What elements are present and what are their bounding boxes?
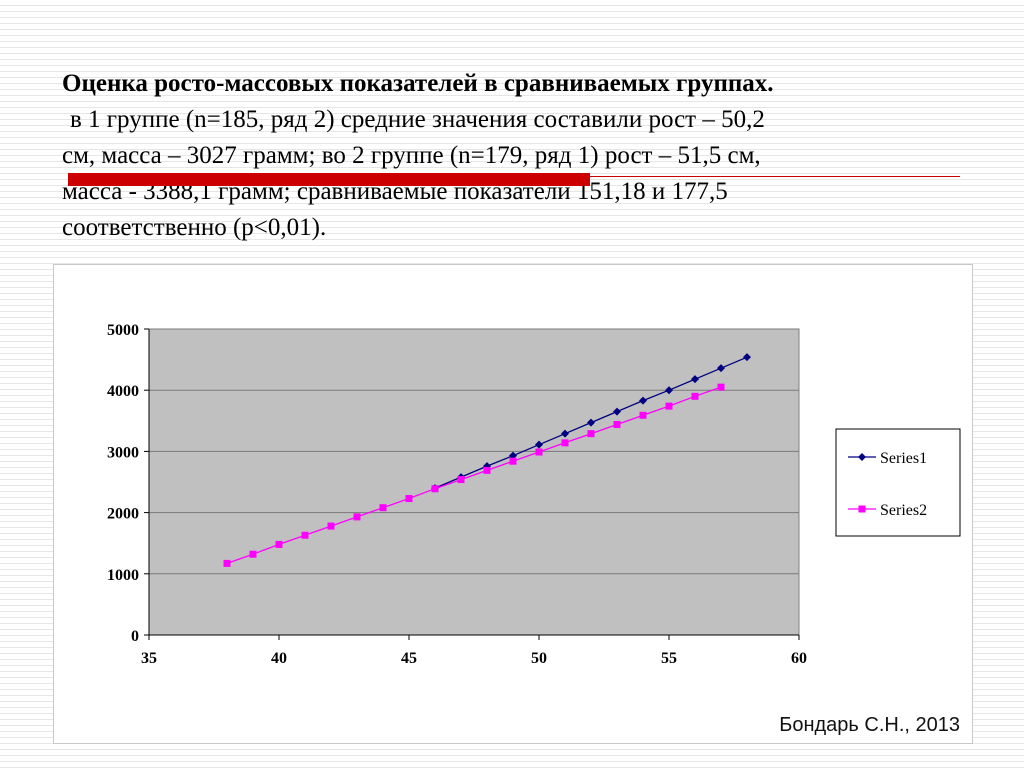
- series2-point: [509, 457, 517, 465]
- x-tick-label: 60: [791, 650, 807, 667]
- series2-point: [483, 466, 491, 474]
- series2-point: [249, 550, 257, 558]
- x-tick-label: 50: [531, 650, 547, 667]
- line-chart: 0 1000 2000 3000 4000 5000 35 40 45 50 55 60 Series…: [107, 322, 961, 667]
- y-tick-label: 5000: [107, 322, 139, 339]
- series2-point: [639, 411, 647, 419]
- series: [223, 353, 751, 567]
- series2-point: [223, 559, 231, 567]
- slide-text-block: Оценка росто-массовых показателей в срав…: [62, 66, 962, 246]
- y-tick-label: 4000: [107, 383, 139, 400]
- plot-area: [148, 328, 800, 636]
- accent-line: [590, 176, 960, 177]
- series1-point: [509, 451, 517, 460]
- legend-label-series1: Series1: [880, 450, 927, 467]
- body-line-1: в 1 группе (n=185, ряд 2) средние значен…: [70, 106, 765, 133]
- y-tick-label: 0: [131, 628, 139, 645]
- series1-point: [691, 375, 699, 384]
- series1-point: [717, 364, 725, 373]
- series2-point: [717, 383, 725, 391]
- gridlines: [149, 328, 799, 575]
- chart-frame: 0 1000 2000 3000 4000 5000 35 40 45 50 55 60 Series…: [53, 264, 973, 744]
- y-tick-label: 1000: [107, 567, 139, 584]
- series1-point: [483, 462, 491, 471]
- series1-point: [587, 418, 595, 427]
- series2-point: [327, 522, 335, 530]
- x-tick-label: 35: [141, 650, 157, 667]
- footer-credit: Бондарь С.Н., 2013: [779, 714, 960, 736]
- y-tick-label: 3000: [107, 444, 139, 461]
- series2-point: [431, 485, 439, 493]
- slide-heading: Оценка росто-массовых показателей в срав…: [62, 70, 774, 97]
- legend-marker-series2: [858, 505, 866, 513]
- x-tick-label: 40: [271, 650, 287, 667]
- series2-point: [587, 430, 595, 438]
- series2-point: [535, 448, 543, 456]
- legend-box: [835, 428, 961, 537]
- series1-point: [613, 407, 621, 416]
- series2-point: [275, 540, 283, 548]
- axes: 0 1000 2000 3000 4000 5000 35 40 45 50 55 60: [107, 322, 807, 667]
- series1-point: [743, 353, 751, 362]
- series2-point: [457, 476, 465, 484]
- legend-marker-series1: [858, 453, 866, 461]
- x-tick-label: 55: [661, 650, 677, 667]
- series1-point: [665, 386, 673, 395]
- series1-point: [561, 429, 569, 438]
- series1-point: [639, 396, 647, 405]
- legend-label-series2: Series2: [880, 502, 927, 519]
- series2-line: [226, 386, 722, 565]
- series2-point: [301, 531, 309, 539]
- body-line-2: см, масса – 3027 грамм; во 2 группе (n=1…: [62, 142, 761, 169]
- series1-point: [535, 440, 543, 449]
- series2-point: [665, 402, 673, 410]
- series2-point: [353, 513, 361, 521]
- series2-point: [405, 495, 413, 503]
- legend: Series1 Series2: [835, 428, 961, 537]
- series2-point: [561, 439, 569, 447]
- series2-point: [379, 504, 387, 512]
- x-tick-label: 45: [401, 650, 417, 667]
- y-tick-label: 2000: [107, 506, 139, 523]
- series2-point: [691, 392, 699, 400]
- body-line-4: соответственно (p<0,01).: [62, 214, 327, 241]
- accent-bar: [68, 173, 590, 186]
- series2-point: [613, 420, 621, 428]
